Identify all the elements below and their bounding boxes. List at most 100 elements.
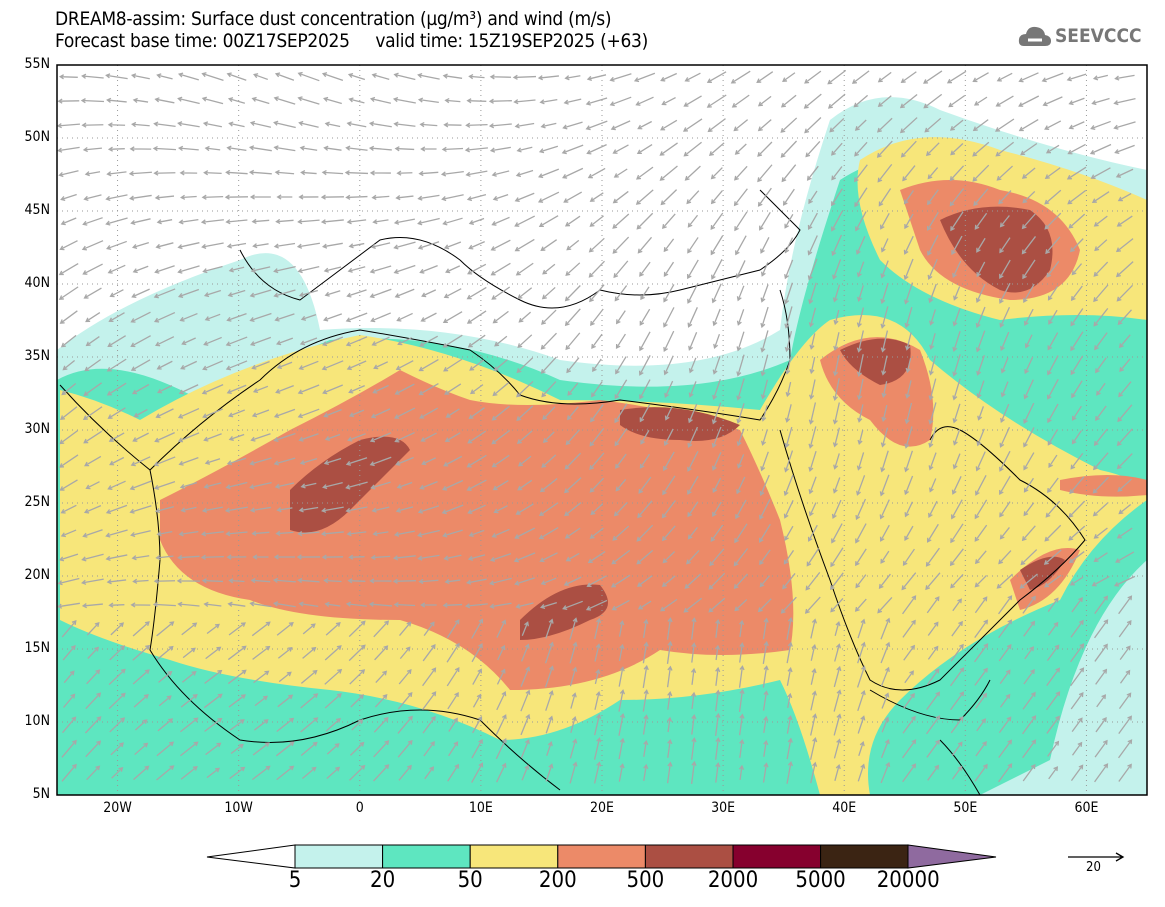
- wind-arrow: [132, 621, 150, 637]
- wind-arrow: [201, 578, 223, 584]
- wind-arrow: [660, 598, 678, 612]
- wind-arrow: [853, 94, 869, 108]
- wind-arrow: [373, 764, 390, 782]
- wind-arrow: [832, 354, 840, 377]
- wind-arrow: [613, 260, 629, 279]
- wind-arrow: [250, 433, 271, 442]
- wind-arrow: [714, 712, 721, 736]
- wind-arrow: [545, 715, 554, 734]
- wind-arrow: [298, 120, 319, 128]
- wind-arrow: [105, 529, 128, 538]
- wind-arrow: [226, 72, 247, 81]
- wind-arrow: [829, 117, 845, 133]
- wind-arrow: [642, 689, 649, 712]
- wind-arrow: [999, 259, 1011, 279]
- wind-arrow: [561, 144, 584, 155]
- wind-arrow: [514, 192, 535, 203]
- wind-arrow: [226, 313, 247, 322]
- wind-arrow: [227, 669, 247, 685]
- wind-arrow: [466, 454, 487, 468]
- wind-arrow: [926, 668, 940, 686]
- wind-arrow: [1067, 189, 1087, 205]
- wind-arrow: [684, 72, 701, 82]
- dust-field: [57, 65, 1147, 795]
- wind-arrow: [899, 117, 918, 134]
- wind-arrow: [420, 602, 437, 608]
- wind-arrow: [321, 169, 344, 176]
- wind-arrow: [925, 142, 940, 157]
- wind-arrow: [58, 170, 79, 178]
- wind-arrow: [1024, 356, 1034, 375]
- wind-arrow: [666, 640, 673, 664]
- wind-arrow: [880, 761, 891, 784]
- wind-arrow: [687, 259, 699, 280]
- wind-arrow: [1093, 215, 1108, 227]
- wind-arrow: [834, 643, 842, 662]
- wind-arrow: [734, 165, 748, 181]
- wind-arrow: [422, 667, 437, 687]
- wind-arrow: [539, 477, 558, 493]
- wind-arrow: [178, 384, 199, 395]
- wind-arrow: [517, 287, 533, 300]
- wind-arrow: [322, 384, 343, 395]
- wind-arrow: [975, 283, 986, 303]
- wind-arrow: [946, 70, 967, 84]
- wind-arrow: [253, 73, 269, 81]
- wind-arrow: [1045, 236, 1061, 255]
- wind-arrow: [707, 118, 726, 133]
- wind-arrow: [639, 261, 651, 277]
- wind-arrow: [61, 383, 77, 396]
- wind-arrow: [226, 242, 247, 249]
- wind-arrow: [296, 242, 320, 249]
- wind-arrow: [1068, 551, 1085, 564]
- wind-arrow: [323, 313, 343, 322]
- wind-arrow: [81, 603, 103, 609]
- wind-arrow: [857, 404, 864, 423]
- wind-arrow: [156, 531, 173, 537]
- wind-arrow: [950, 716, 964, 734]
- wind-arrow: [62, 359, 76, 371]
- wind-arrow: [879, 213, 890, 230]
- wind-arrow: [346, 531, 367, 537]
- wind-arrow: [273, 145, 296, 152]
- wind-arrow: [761, 429, 769, 446]
- wind-arrow: [276, 361, 293, 370]
- wind-arrow: [395, 456, 414, 466]
- wind-arrow: [417, 72, 440, 80]
- wind-arrow: [975, 692, 988, 709]
- wind-arrow: [902, 619, 916, 638]
- wind-arrow: [177, 432, 200, 443]
- wind-arrow: [273, 408, 296, 419]
- wind-arrow: [995, 95, 1014, 107]
- wind-arrow: [730, 70, 751, 84]
- wind-arrow: [130, 73, 150, 80]
- wind-arrow: [760, 262, 769, 277]
- wind-arrow: [273, 242, 296, 249]
- wind-arrow: [1093, 261, 1109, 277]
- wind-arrow: [1045, 144, 1060, 154]
- wind-arrow: [324, 693, 342, 709]
- wind-arrow: [587, 167, 606, 179]
- wind-arrow: [976, 237, 986, 253]
- wind-arrow: [807, 524, 818, 542]
- wind-arrow: [952, 403, 961, 424]
- wind-arrow: [395, 360, 414, 371]
- wind-arrow: [1069, 238, 1084, 253]
- lon-label: 60E: [1074, 800, 1099, 816]
- wind-arrow: [278, 671, 292, 683]
- wind-arrow: [417, 241, 440, 250]
- wind-arrow: [133, 765, 150, 781]
- wind-arrow: [275, 385, 294, 394]
- wind-arrow: [855, 236, 866, 255]
- wind-arrow: [201, 506, 223, 513]
- wind-arrow: [594, 643, 601, 662]
- wind-arrow: [949, 165, 965, 182]
- wind-arrow: [1071, 596, 1083, 613]
- wind-arrow: [687, 450, 699, 472]
- wind-arrow: [496, 668, 506, 685]
- lon-label: 20W: [103, 800, 132, 816]
- wind-arrow: [1092, 501, 1109, 517]
- wind-arrow: [831, 211, 843, 232]
- lat-label: 55N: [24, 56, 50, 72]
- wind-arrow: [636, 575, 653, 587]
